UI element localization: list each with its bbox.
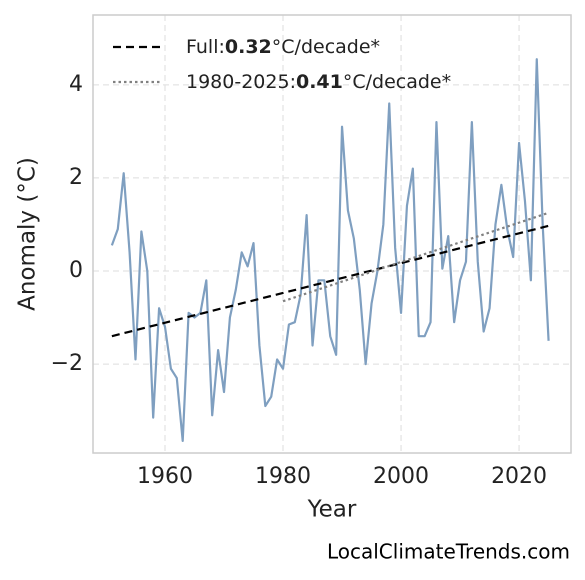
y-axis-label: Anomaly (°C) xyxy=(15,157,41,311)
legend-entry: Full:0.32°C/decade* xyxy=(186,36,380,58)
legend-name: 1980-2025: xyxy=(186,71,296,93)
series-line xyxy=(111,224,549,338)
legend-entry: 1980-2025:0.41°C/decade* xyxy=(186,71,451,93)
marks xyxy=(110,58,550,442)
x-axis-label: Year xyxy=(307,497,357,523)
x-tick-label: 1960 xyxy=(137,464,193,489)
legend-name: Full: xyxy=(186,36,225,58)
x-tick-label: 1980 xyxy=(255,464,311,489)
series-line xyxy=(110,58,550,442)
legend-rate-unit: °C/decade* xyxy=(272,36,380,58)
series-line xyxy=(282,211,549,303)
grid xyxy=(93,15,571,453)
y-tick-label: 4 xyxy=(69,72,83,97)
legend-rate: 0.32 xyxy=(225,36,272,58)
legend-rate-unit: °C/decade* xyxy=(343,71,451,93)
plot-frame xyxy=(92,14,572,454)
x-tick-label: 2020 xyxy=(491,464,547,489)
y-tick-label: 2 xyxy=(69,165,83,190)
y-tick-label: −2 xyxy=(51,351,83,376)
y-tick-label: 0 xyxy=(69,258,83,283)
legend-rate: 0.41 xyxy=(296,71,343,93)
footer: LocalClimateTrends.com xyxy=(327,540,570,564)
x-tick-label: 2000 xyxy=(373,464,429,489)
